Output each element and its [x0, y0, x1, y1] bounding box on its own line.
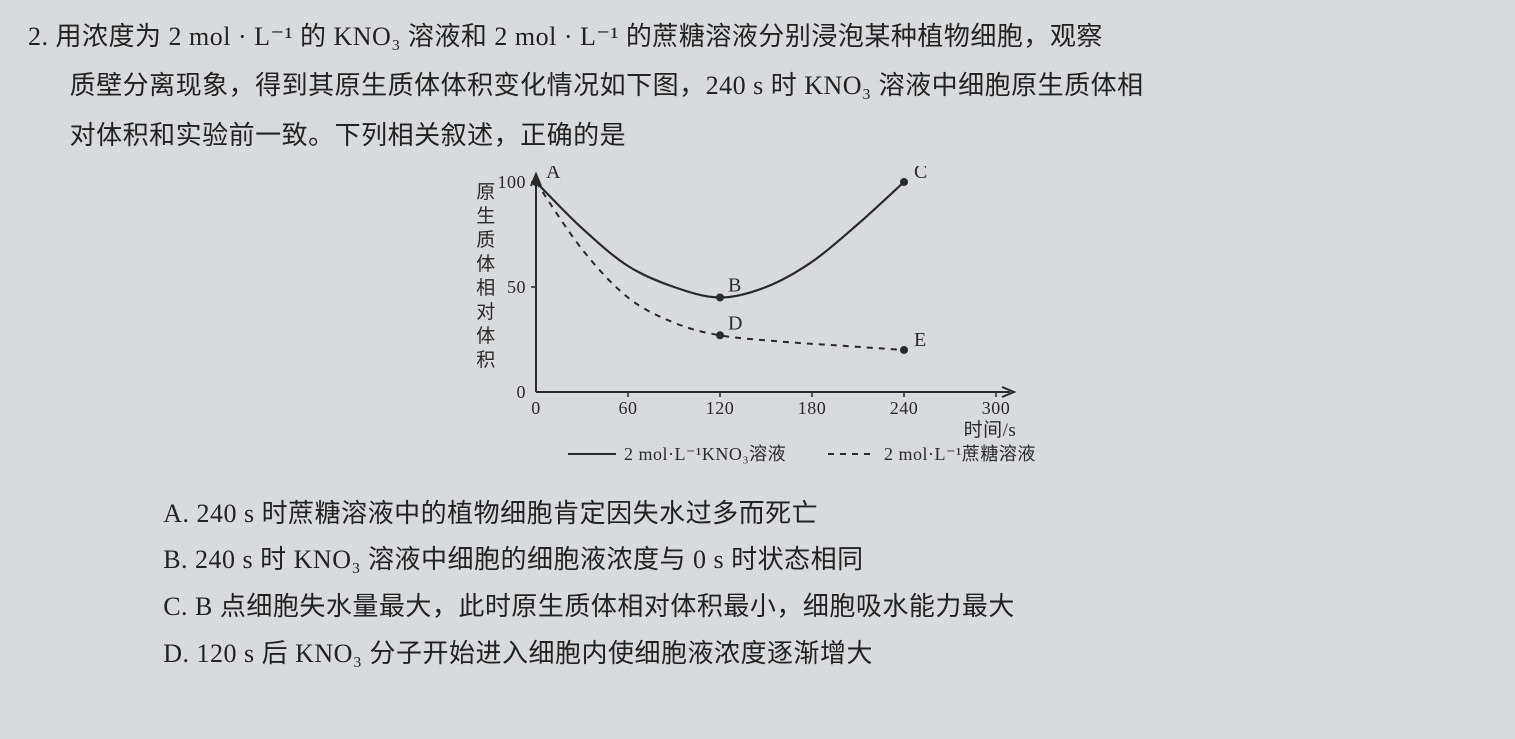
svg-text:原: 原 — [476, 182, 496, 203]
chart-container: 050100060120180240300时间/s原生质体相对体积ABCDE2 … — [28, 166, 1487, 482]
svg-text:对: 对 — [476, 301, 496, 323]
svg-text:50: 50 — [507, 277, 526, 297]
svg-text:体: 体 — [476, 325, 496, 347]
svg-text:生: 生 — [476, 205, 496, 227]
option-b: B. 240 s 时 KNO₃ 溶液中细胞的细胞液浓度与 0 s 时状态相同 — [163, 537, 1487, 584]
volume-time-chart: 050100060120180240300时间/s原生质体相对体积ABCDE2 … — [448, 166, 1068, 466]
stem-line-1: 2. 用浓度为 2 mol · L⁻¹ 的 KNO₃ 溶液和 2 mol · L… — [28, 12, 1487, 61]
svg-text:相: 相 — [476, 277, 496, 299]
svg-text:D: D — [728, 312, 743, 334]
svg-text:60: 60 — [618, 398, 637, 418]
svg-text:C: C — [914, 166, 928, 183]
svg-text:积: 积 — [476, 349, 496, 371]
svg-text:0: 0 — [531, 398, 541, 418]
stem-line-3: 对体积和实验前一致。下列相关叙述，正确的是 — [28, 111, 1487, 160]
question-stem: 2. 用浓度为 2 mol · L⁻¹ 的 KNO₃ 溶液和 2 mol · L… — [28, 12, 1487, 160]
svg-text:180: 180 — [797, 398, 826, 418]
answer-options: A. 240 s 时蔗糖溶液中的植物细胞肯定因失水过多而死亡 B. 240 s … — [28, 491, 1487, 678]
svg-text:240: 240 — [889, 398, 918, 418]
option-c: C. B 点细胞失水量最大，此时原生质体相对体积最小，细胞吸水能力最大 — [163, 584, 1487, 631]
svg-text:0: 0 — [516, 382, 526, 402]
svg-text:2 mol·L⁻¹KNO₃溶液: 2 mol·L⁻¹KNO₃溶液 — [624, 444, 786, 464]
svg-text:2 mol·L⁻¹蔗糖溶液: 2 mol·L⁻¹蔗糖溶液 — [884, 444, 1036, 464]
svg-text:300: 300 — [981, 398, 1010, 418]
option-a: A. 240 s 时蔗糖溶液中的植物细胞肯定因失水过多而死亡 — [163, 491, 1487, 538]
svg-text:120: 120 — [705, 398, 734, 418]
svg-text:A: A — [546, 166, 561, 183]
stem-line-2: 质壁分离现象，得到其原生质体体积变化情况如下图，240 s 时 KNO₃ 溶液中… — [28, 61, 1487, 110]
svg-text:B: B — [728, 275, 742, 297]
svg-text:质: 质 — [476, 229, 496, 251]
svg-text:时间/s: 时间/s — [963, 419, 1016, 441]
svg-text:E: E — [914, 329, 927, 351]
option-d: D. 120 s 后 KNO₃ 分子开始进入细胞内使细胞液浓度逐渐增大 — [163, 631, 1487, 678]
svg-text:体: 体 — [476, 253, 496, 275]
exam-question: 2. 用浓度为 2 mol · L⁻¹ 的 KNO₃ 溶液和 2 mol · L… — [0, 0, 1515, 690]
svg-text:100: 100 — [497, 172, 526, 192]
